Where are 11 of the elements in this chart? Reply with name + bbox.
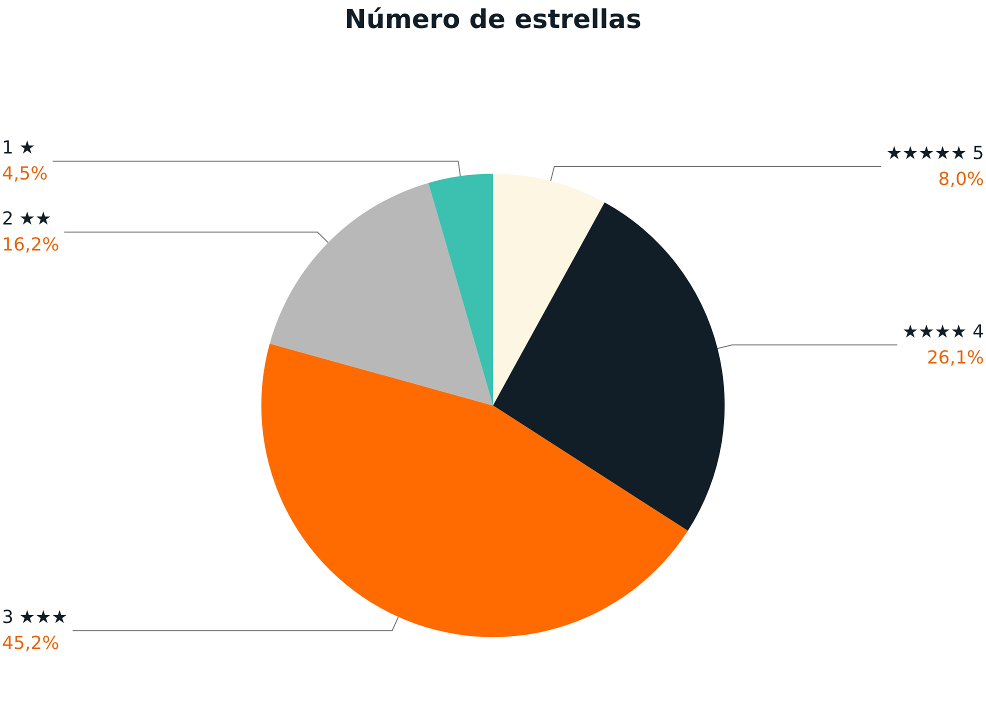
- data-label: 45,2%: [2, 633, 60, 654]
- slice-label: ★★★★★ 5: [886, 143, 984, 164]
- slice-label: ★★★★ 4: [902, 321, 984, 342]
- data-label: 8,0%: [938, 169, 984, 190]
- slice-label: 2 ★★: [2, 208, 52, 230]
- slice-label: 1 ★: [2, 138, 36, 159]
- data-label: 16,2%: [2, 234, 60, 256]
- data-label: 4,5%: [2, 164, 48, 185]
- chart-title: Número de estrellas: [344, 5, 642, 35]
- slice-label: 3 ★★★: [2, 607, 68, 628]
- data-label: 26,1%: [926, 347, 984, 368]
